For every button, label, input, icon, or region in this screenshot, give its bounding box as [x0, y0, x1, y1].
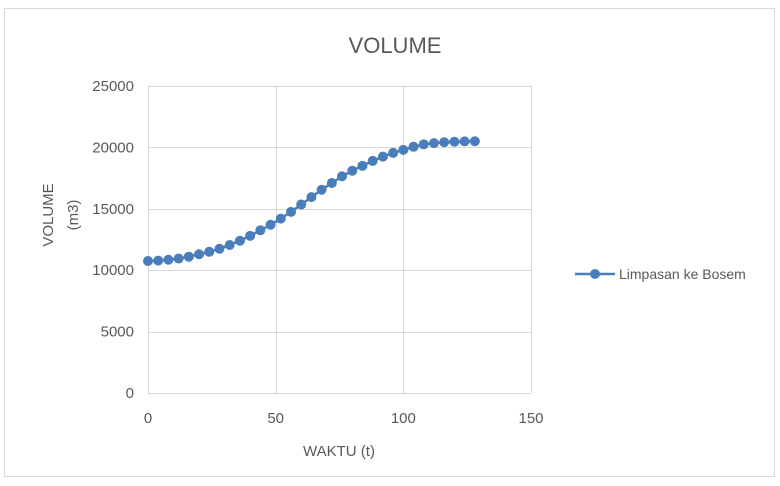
data-point-0-31: [459, 136, 470, 147]
legend: Limpasan ke Bosem: [575, 266, 746, 282]
data-point-0-12: [265, 219, 276, 230]
data-point-0-14: [285, 206, 296, 217]
data-point-0-8: [224, 240, 235, 251]
y-tick-label-3: 15000: [92, 201, 134, 218]
data-point-0-18: [326, 178, 337, 189]
x-tick-label-2: 100: [391, 410, 416, 427]
data-point-0-23: [377, 151, 388, 162]
data-point-0-26: [408, 141, 419, 152]
data-point-0-13: [275, 213, 286, 224]
y-tick-label-0: 0: [126, 385, 134, 402]
data-point-0-6: [204, 246, 215, 257]
data-point-0-7: [214, 243, 225, 254]
x-tick-label-3: 150: [518, 410, 543, 427]
data-point-0-16: [306, 192, 317, 203]
data-point-0-15: [296, 199, 307, 210]
data-point-0-11: [255, 225, 266, 236]
y-axis-title-group: VOLUME (m3): [40, 183, 82, 246]
data-point-0-25: [398, 144, 409, 155]
y-axis-title-line-2: (m3): [65, 200, 82, 231]
x-axis-title: WAKTU (t): [303, 443, 375, 460]
y-tick-label-4: 20000: [92, 139, 134, 156]
y-tick-label-1: 5000: [101, 324, 134, 341]
data-point-0-17: [316, 184, 327, 195]
data-point-0-19: [337, 171, 348, 182]
grid-layer: [148, 86, 532, 394]
data-point-0-10: [245, 230, 256, 241]
data-point-0-3: [173, 253, 184, 264]
data-point-0-28: [428, 138, 439, 149]
chart-title: VOLUME: [349, 33, 442, 58]
data-point-0-24: [388, 147, 399, 158]
x-tick-label-1: 50: [267, 410, 284, 427]
data-point-0-4: [183, 251, 194, 262]
axis-layer: 0 5000 10000 15000 20000 25000 0 50 100 150: [92, 78, 543, 427]
y-tick-label-2: 10000: [92, 262, 134, 279]
data-point-0-2: [163, 254, 174, 265]
legend-marker: [590, 269, 600, 279]
x-tick-label-0: 0: [144, 410, 152, 427]
data-point-0-27: [418, 139, 429, 150]
data-point-0-22: [367, 155, 378, 166]
data-point-0-20: [347, 165, 358, 176]
series-layer: [143, 136, 480, 266]
data-point-0-29: [439, 137, 450, 148]
y-tick-label-5: 25000: [92, 78, 134, 95]
legend-label: Limpasan ke Bosem: [619, 266, 746, 282]
data-point-0-5: [194, 249, 205, 260]
data-point-0-21: [357, 160, 368, 171]
data-point-0-32: [469, 136, 480, 147]
data-point-0-9: [234, 235, 245, 246]
data-point-0-1: [153, 255, 164, 266]
data-point-0-0: [143, 255, 153, 266]
data-point-0-30: [449, 136, 460, 147]
y-axis-title-line-1: VOLUME: [40, 183, 57, 246]
